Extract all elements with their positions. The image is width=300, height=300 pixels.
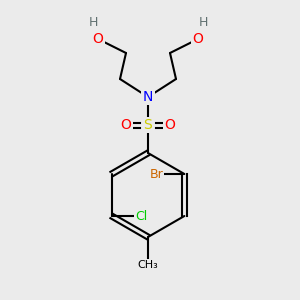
Text: O: O — [121, 118, 131, 132]
Text: O: O — [93, 32, 104, 46]
Text: Cl: Cl — [136, 209, 148, 223]
Text: O: O — [165, 118, 176, 132]
Text: N: N — [143, 90, 153, 104]
Text: H: H — [88, 16, 98, 29]
Text: S: S — [144, 118, 152, 132]
Text: Br: Br — [149, 167, 163, 181]
Text: O: O — [193, 32, 203, 46]
Text: H: H — [198, 16, 208, 29]
Text: CH₃: CH₃ — [138, 260, 158, 270]
